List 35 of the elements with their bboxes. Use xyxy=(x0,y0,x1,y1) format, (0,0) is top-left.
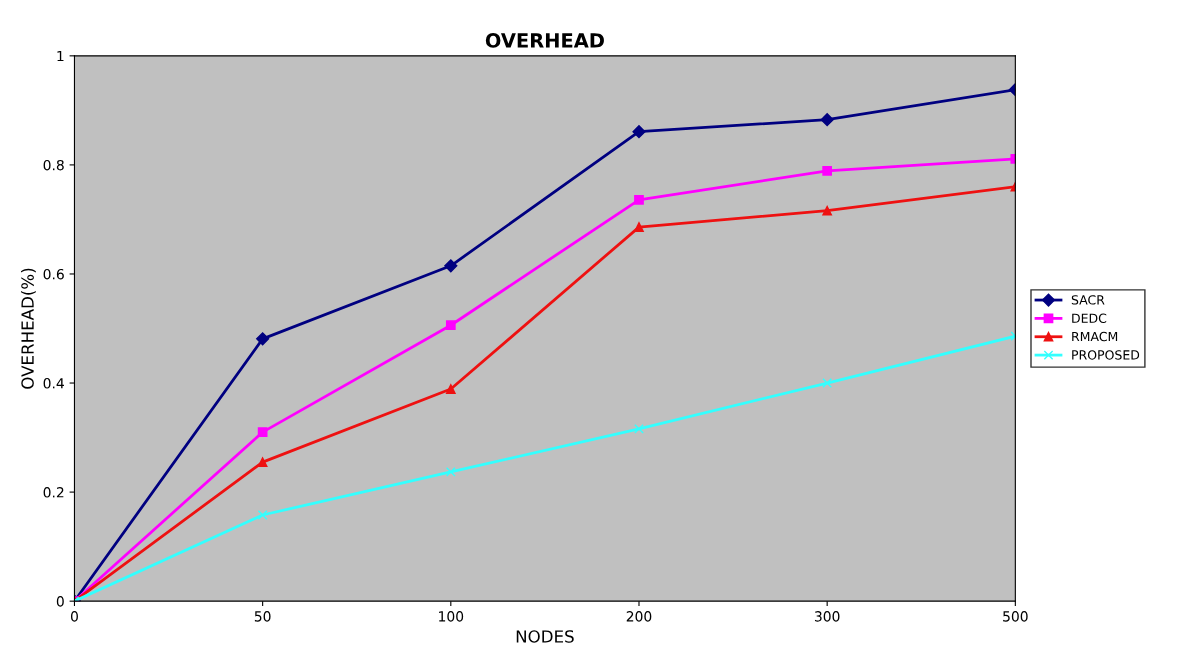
legend-label: DEDC xyxy=(1072,313,1107,323)
x-axis-title: NODES xyxy=(516,630,574,643)
y-tick-label: 0 xyxy=(56,596,64,607)
point xyxy=(444,259,458,273)
point xyxy=(634,194,644,205)
point xyxy=(257,457,268,467)
point xyxy=(820,113,834,127)
legend-label: RMACM xyxy=(1072,331,1118,342)
y-tick-label: 0.8 xyxy=(43,159,64,171)
y-tick-label: 0.2 xyxy=(43,487,64,498)
x-tick-label: 300 xyxy=(814,611,840,622)
x-tick-label: 500 xyxy=(1003,611,1028,622)
point xyxy=(634,222,644,232)
x-tick-label: 0 xyxy=(70,611,78,622)
point xyxy=(257,427,268,437)
y-tick-label: 0.4 xyxy=(43,378,64,389)
chart-title: OVERHEAD xyxy=(485,33,604,48)
x-tick-label: 100 xyxy=(439,611,464,622)
y-axis-title: OVERHEAD(%) xyxy=(20,268,36,389)
point xyxy=(822,205,833,216)
legend-label: SACR xyxy=(1071,295,1105,305)
point xyxy=(445,384,456,394)
x-tick-label: 50 xyxy=(254,611,271,622)
point xyxy=(822,378,833,388)
point xyxy=(634,423,644,434)
point xyxy=(822,166,833,176)
point xyxy=(257,510,268,520)
point xyxy=(632,125,646,139)
y-tick-label: 1 xyxy=(57,51,64,62)
legend-label: PROPOSED xyxy=(1072,350,1140,360)
x-tick-label: 200 xyxy=(626,611,652,622)
point xyxy=(256,332,270,346)
y-tick-label: 0.6 xyxy=(43,268,64,280)
point xyxy=(445,467,456,477)
point xyxy=(445,320,456,331)
